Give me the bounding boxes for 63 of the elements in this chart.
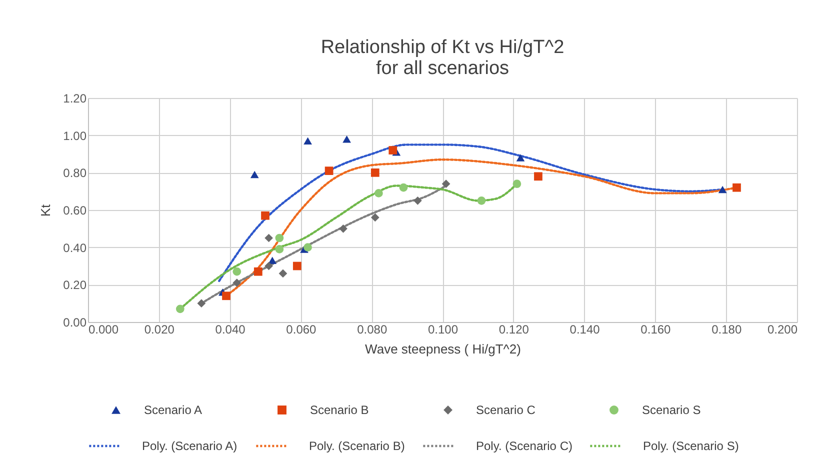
text: Relationship of Kt vs Hi/gT^2 (320, 37, 564, 58)
x-tick-label: 0.180 (712, 322, 742, 336)
x-tick-label: 0.160 (640, 322, 672, 336)
point (477, 196, 486, 205)
y-tick-label: 0.20 (63, 278, 87, 292)
point (232, 278, 242, 287)
legend-label: Poly. (Scenario B) (309, 439, 405, 453)
point (414, 196, 422, 205)
y-tick-label: 0.60 (63, 204, 87, 218)
legend-label: Scenario S (642, 403, 701, 417)
legend-label: Poly. (Scenario C) (476, 439, 572, 453)
x-tick-label: 0.140 (570, 322, 600, 336)
point (534, 172, 542, 181)
text: for all scenarios (376, 58, 510, 79)
point (222, 292, 230, 300)
point (512, 180, 522, 188)
point (250, 170, 259, 178)
point (275, 245, 284, 254)
x-tick-label: 0.120 (498, 322, 530, 336)
x-tick-label: 0.100 (428, 322, 458, 336)
y-tick-label: 0.00 (63, 316, 87, 330)
x-tick-label: 0.040 (215, 322, 246, 336)
y-tick-label: 1.20 (63, 92, 87, 106)
point (264, 262, 273, 270)
legend-label: Poly. (Scenario A) (142, 439, 238, 453)
point (304, 137, 312, 145)
point (370, 168, 380, 177)
y-tick-label: 0.80 (63, 166, 87, 180)
point (324, 166, 334, 175)
x-tick-label: 0.080 (357, 322, 388, 336)
point (399, 183, 408, 192)
point (264, 234, 273, 242)
legend-label: Scenario C (476, 403, 536, 417)
point (442, 180, 450, 188)
point (176, 304, 184, 314)
point (278, 269, 288, 278)
point (268, 256, 277, 264)
point (370, 213, 380, 222)
point (275, 234, 284, 242)
legend-label: Scenario A (144, 403, 202, 417)
point (197, 299, 206, 308)
point (304, 243, 312, 252)
point (292, 262, 302, 270)
point (718, 186, 727, 194)
point (261, 211, 270, 220)
point (232, 267, 242, 276)
point (516, 154, 525, 162)
x-tick-label: 0.060 (286, 322, 317, 336)
point (732, 183, 741, 192)
legend-label: Poly. (Scenario S) (643, 439, 739, 453)
x-axis-title: Wave steepness ( Hi/gT^2) (365, 342, 521, 356)
point (374, 189, 383, 198)
x-tick-label: 0.020 (144, 322, 175, 336)
point (254, 267, 262, 276)
point (388, 146, 398, 154)
point (342, 135, 351, 143)
x-tick-label: 0.000 (88, 322, 119, 336)
y-axis-title: Kt (38, 204, 54, 217)
y-tick-label: 1.00 (63, 128, 87, 143)
y-tick-label: 0.40 (63, 240, 87, 255)
x-tick-label: 0.200 (767, 322, 798, 336)
point (339, 224, 348, 233)
legend-label: Scenario B (310, 403, 369, 417)
